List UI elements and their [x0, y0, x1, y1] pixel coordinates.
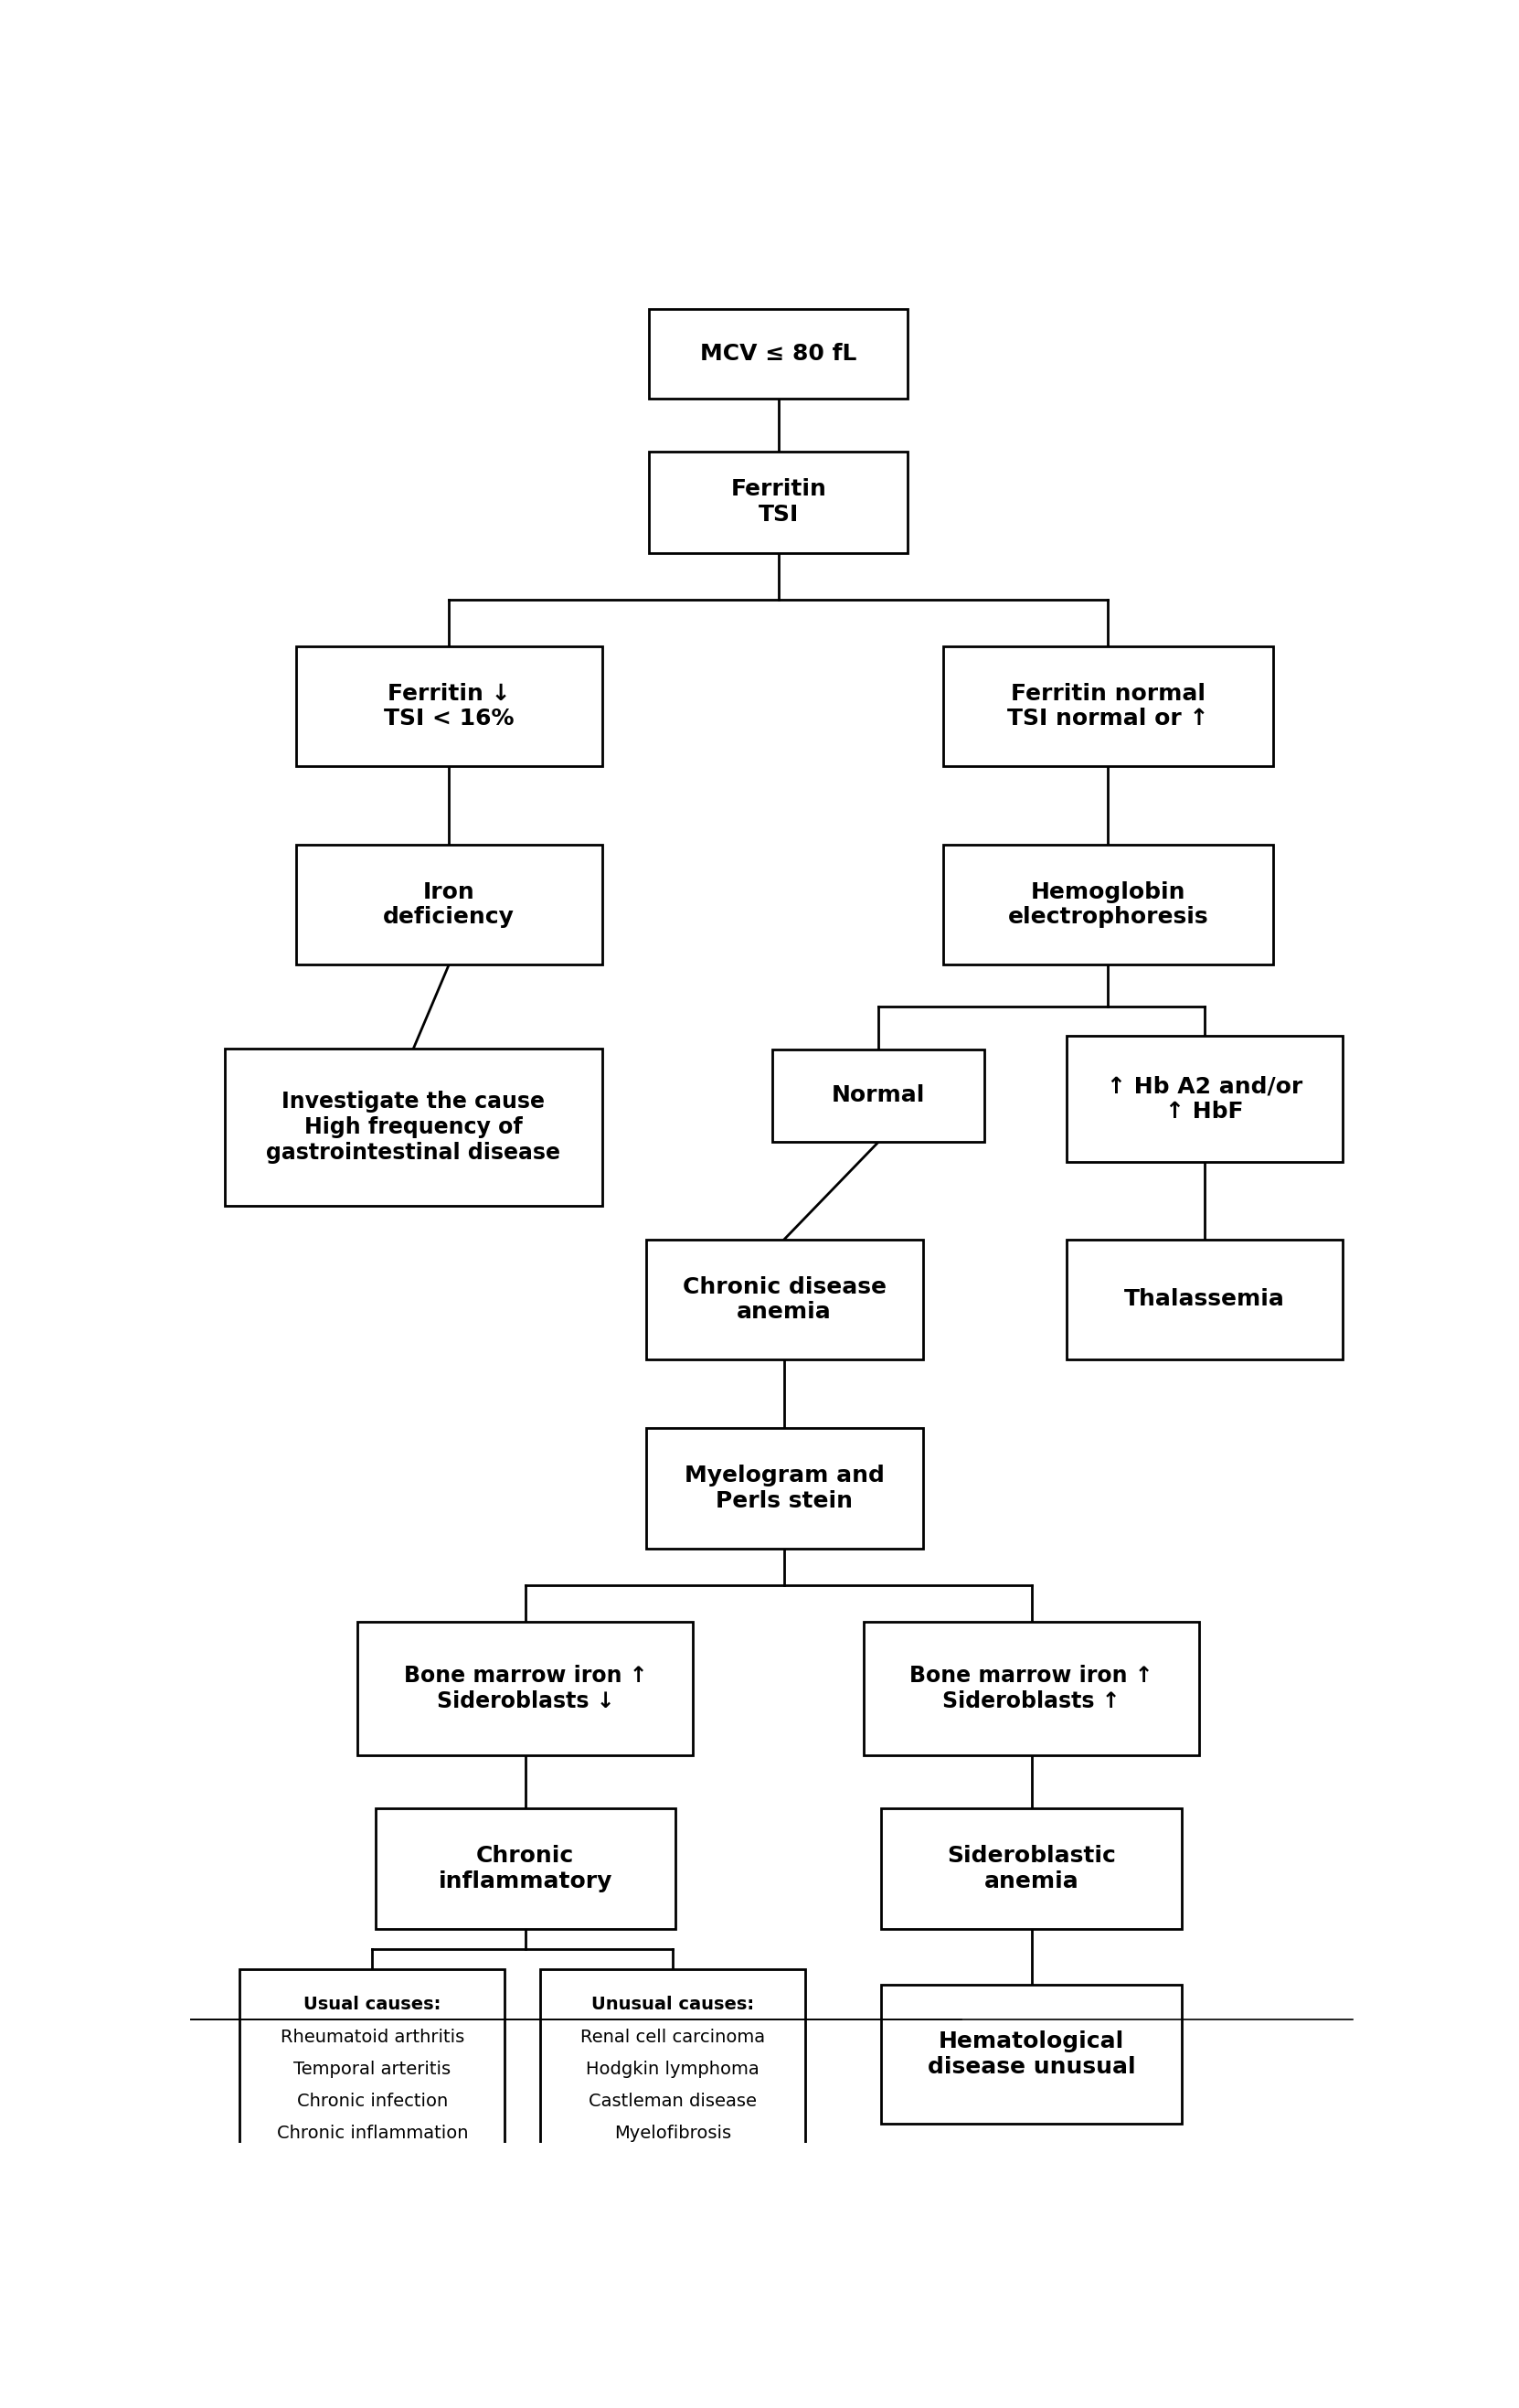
FancyBboxPatch shape — [296, 645, 602, 766]
Text: Hematological
disease unusual: Hematological disease unusual — [928, 2030, 1136, 2078]
Text: Temporal arteritis: Temporal arteritis — [293, 2061, 451, 2078]
Text: Chronic infection: Chronic infection — [296, 2093, 448, 2109]
Text: Investigate the cause
High frequency of
gastrointestinal disease: Investigate the cause High frequency of … — [266, 1091, 561, 1163]
Text: Chronic
inflammatory: Chronic inflammatory — [439, 1845, 612, 1893]
Text: Unusual causes:: Unusual causes: — [591, 1996, 753, 2013]
FancyBboxPatch shape — [773, 1050, 984, 1141]
Text: Myelogram and
Perls stein: Myelogram and Perls stein — [685, 1464, 884, 1512]
Text: Castleman disease: Castleman disease — [588, 2093, 756, 2109]
Text: Sideroblastic
anemia: Sideroblastic anemia — [948, 1845, 1116, 1893]
FancyBboxPatch shape — [375, 1808, 676, 1929]
Text: Myelofibrosis: Myelofibrosis — [614, 2124, 731, 2141]
Text: MCV ≤ 80 fL: MCV ≤ 80 fL — [700, 342, 857, 366]
Text: Usual causes:: Usual causes: — [304, 1996, 441, 2013]
FancyBboxPatch shape — [646, 1240, 922, 1361]
Text: Chronic disease
anemia: Chronic disease anemia — [682, 1276, 886, 1322]
Text: Iron
deficiency: Iron deficiency — [383, 881, 515, 927]
FancyBboxPatch shape — [646, 1428, 922, 1548]
Text: Renal cell carcinoma: Renal cell carcinoma — [580, 2028, 766, 2044]
FancyBboxPatch shape — [357, 1623, 693, 1755]
Text: Ferritin
TSI: Ferritin TSI — [731, 479, 826, 525]
FancyBboxPatch shape — [240, 1970, 504, 2170]
Text: Hemoglobin
electrophoresis: Hemoglobin electrophoresis — [1007, 881, 1209, 927]
FancyBboxPatch shape — [943, 645, 1273, 766]
FancyBboxPatch shape — [881, 1984, 1182, 2124]
Text: Thalassemia: Thalassemia — [1124, 1288, 1285, 1310]
FancyBboxPatch shape — [649, 450, 908, 554]
Text: Rheumatoid arthritis: Rheumatoid arthritis — [281, 2028, 465, 2044]
FancyBboxPatch shape — [1066, 1035, 1343, 1163]
FancyBboxPatch shape — [864, 1623, 1200, 1755]
Text: Bone marrow iron ↑
Sideroblasts ↓: Bone marrow iron ↑ Sideroblasts ↓ — [404, 1666, 647, 1712]
Text: Normal: Normal — [832, 1084, 925, 1108]
Text: Ferritin ↓
TSI < 16%: Ferritin ↓ TSI < 16% — [384, 681, 513, 730]
FancyBboxPatch shape — [649, 308, 908, 397]
FancyBboxPatch shape — [943, 845, 1273, 966]
FancyBboxPatch shape — [225, 1047, 602, 1206]
FancyBboxPatch shape — [1066, 1240, 1343, 1361]
Text: Chronic inflammation: Chronic inflammation — [276, 2124, 468, 2141]
Text: Bone marrow iron ↑
Sideroblasts ↑: Bone marrow iron ↑ Sideroblasts ↑ — [910, 1666, 1153, 1712]
Text: Ferritin normal
TSI normal or ↑: Ferritin normal TSI normal or ↑ — [1007, 681, 1209, 730]
FancyBboxPatch shape — [881, 1808, 1182, 1929]
FancyBboxPatch shape — [296, 845, 602, 966]
Text: Hodgkin lymphoma: Hodgkin lymphoma — [586, 2061, 760, 2078]
Text: ↑ Hb A2 and/or
↑ HbF: ↑ Hb A2 and/or ↑ HbF — [1107, 1076, 1303, 1122]
FancyBboxPatch shape — [541, 1970, 805, 2170]
